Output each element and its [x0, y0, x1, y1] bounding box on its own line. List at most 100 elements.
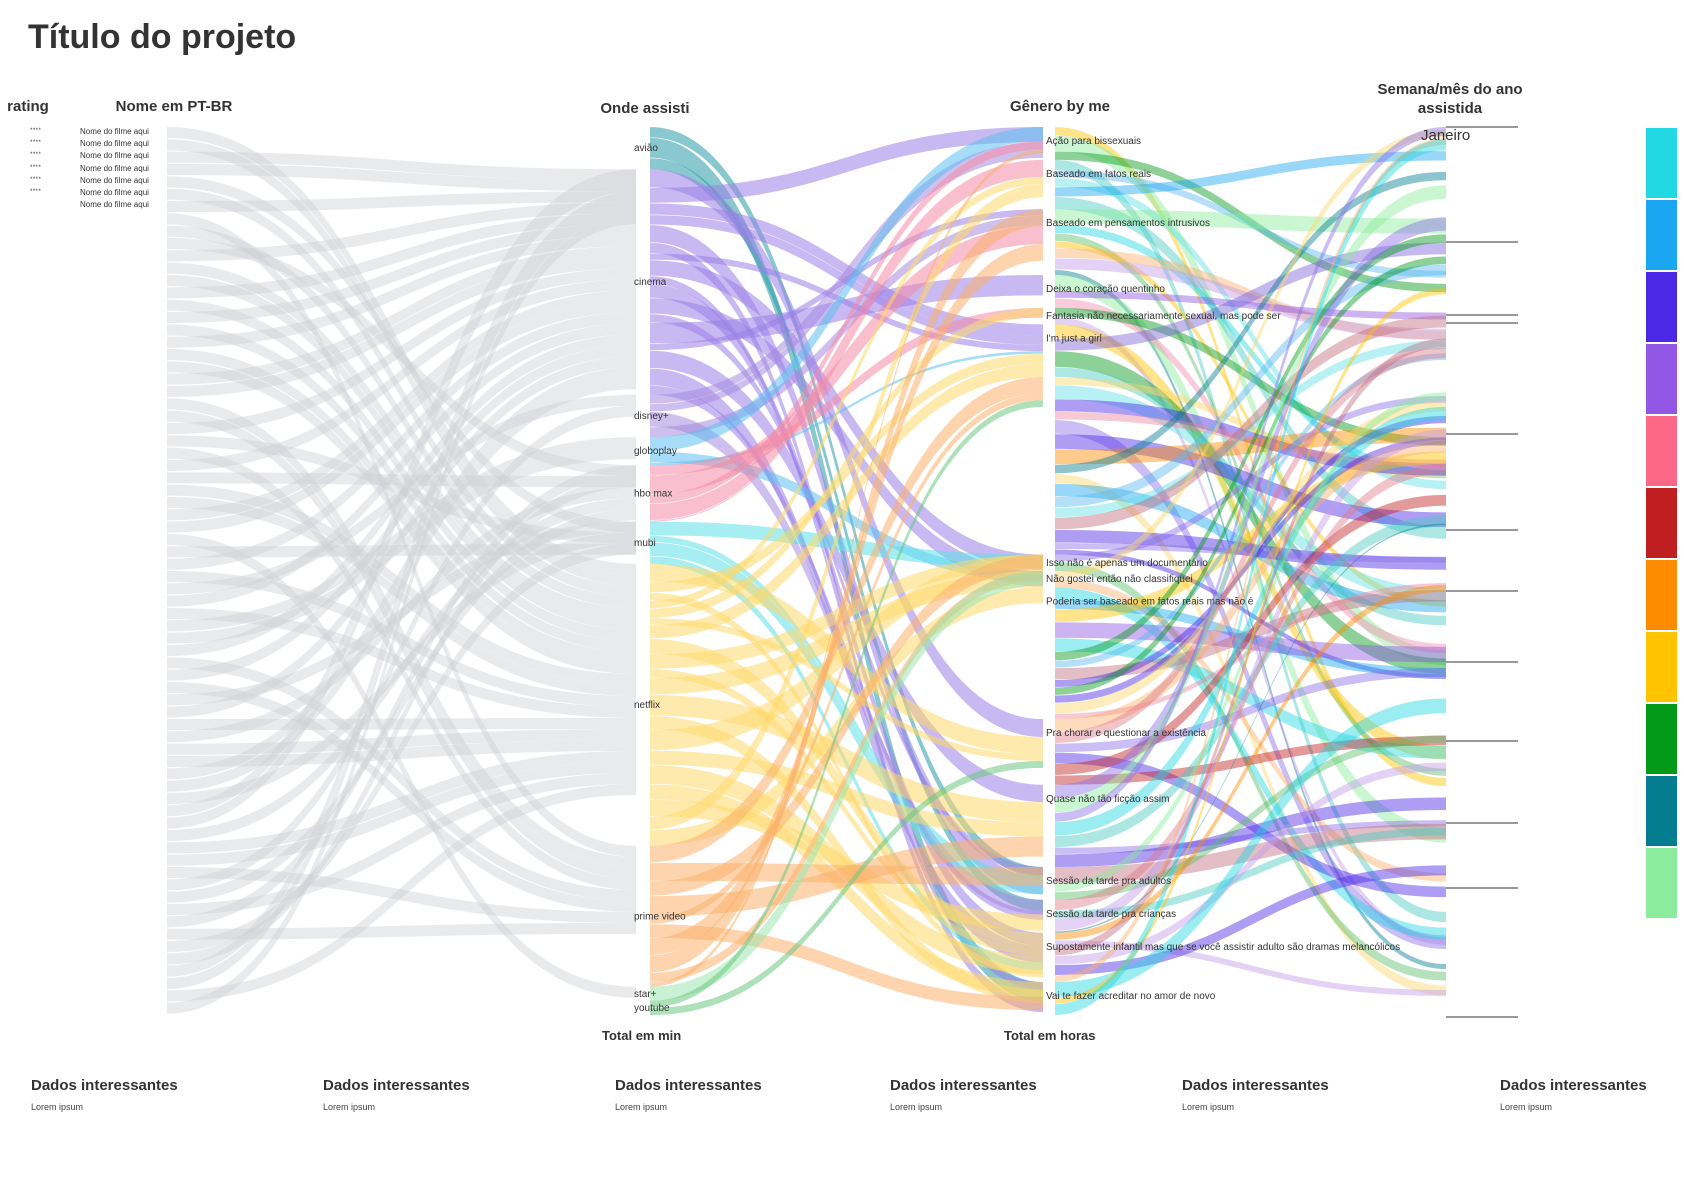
genre-column-header: Gênero by me — [1009, 98, 1111, 115]
film-flow — [167, 484, 636, 685]
genre-flow — [1055, 434, 1446, 527]
film-flow — [167, 127, 636, 575]
genre-label[interactable]: Supostamente infantil mas que se você as… — [1046, 942, 1400, 953]
platform-label[interactable]: mubi — [634, 538, 656, 549]
legend-swatch — [1646, 344, 1677, 414]
genre-flow — [1055, 579, 1446, 882]
film-flow — [167, 225, 636, 608]
genre-flow — [1055, 367, 1446, 626]
genre-total-label: Total em horas — [1004, 1028, 1096, 1043]
film-flow — [167, 571, 636, 707]
film-name[interactable]: Nome do filme aqui — [80, 127, 149, 136]
platform-label[interactable]: globoplay — [634, 446, 677, 457]
film-flow — [167, 151, 636, 181]
film-rating: **** — [30, 189, 42, 195]
platform-flow — [650, 554, 1043, 896]
platform-label[interactable]: prime video — [634, 911, 686, 922]
film-flow — [167, 299, 636, 641]
platform-flow — [650, 351, 1043, 466]
genre-flow — [1055, 171, 1446, 474]
platform-label[interactable]: hbo max — [634, 488, 672, 499]
platform-label[interactable]: netflix — [634, 700, 660, 711]
platform-flow — [650, 571, 1043, 695]
genre-flow — [1055, 484, 1446, 613]
genre-flow — [1055, 307, 1446, 446]
film-flow — [167, 169, 636, 817]
legend-swatch — [1646, 848, 1677, 918]
footer-heading: Dados interessantes — [1500, 1077, 1647, 1094]
genre-label[interactable]: Não gostei então não classifiquei — [1046, 574, 1193, 585]
platform-flow — [650, 760, 1043, 1015]
genre-label[interactable]: Ação para bissexuais — [1046, 136, 1141, 147]
film-flow — [167, 657, 636, 901]
genre-flow — [1055, 638, 1446, 759]
platform-flow — [650, 150, 1043, 412]
genre-flow — [1055, 698, 1446, 997]
genre-label[interactable]: Deixa o coração quentinho — [1046, 284, 1165, 295]
film-flow — [167, 448, 636, 644]
genre-label[interactable]: Quase não tão ficção assim — [1046, 794, 1169, 805]
genre-label[interactable]: Pra chorar e questionar a existência — [1046, 728, 1207, 739]
genre-flow — [1055, 217, 1446, 799]
genre-flow — [1055, 549, 1446, 680]
genre-flow — [1055, 940, 1446, 996]
sankey-nodes — [636, 127, 1055, 1015]
film-rating: **** — [30, 152, 42, 159]
film-name[interactable]: Nome do filme aqui — [80, 200, 149, 210]
film-flow — [167, 279, 636, 471]
film-flow — [167, 356, 636, 718]
genre-label[interactable]: Poderia ser baseado em fatos reais mas n… — [1046, 596, 1254, 607]
platform-flow — [650, 669, 1043, 956]
film-flow — [167, 312, 636, 570]
genre-label[interactable]: Vai te fazer acreditar no amor de novo — [1046, 991, 1216, 1002]
platform-flow — [650, 400, 1043, 1008]
film-flow — [167, 497, 636, 696]
genre-flow — [1055, 392, 1446, 892]
genre-flow — [1055, 139, 1446, 1016]
film-flow — [167, 164, 636, 192]
genre-flow — [1055, 752, 1446, 898]
film-flow — [167, 498, 636, 841]
genre-flow — [1055, 138, 1446, 983]
footer-heading: Dados interessantes — [31, 1077, 178, 1094]
platform-label[interactable]: youtube — [634, 1003, 670, 1014]
film-flow — [167, 290, 636, 521]
genre-flow — [1055, 762, 1446, 965]
film-name[interactable]: Nome do filme aqui — [80, 151, 149, 161]
genre-label[interactable]: I'm just a girl — [1046, 333, 1102, 344]
genre-label[interactable]: Baseado em pensamentos intrusivos — [1046, 218, 1210, 229]
film-flow — [167, 543, 636, 558]
genre-flow — [1055, 406, 1446, 836]
film-flow — [167, 301, 636, 533]
genre-label[interactable]: Sessão da tarde pra crianças — [1046, 909, 1176, 920]
platform-label[interactable]: star+ — [634, 989, 657, 1000]
film-name[interactable]: Nome do filme aqui — [80, 175, 149, 185]
genre-label[interactable]: Sessão da tarde pra adultos — [1046, 876, 1171, 887]
platform-label[interactable]: disney+ — [634, 411, 669, 422]
film-flow — [167, 378, 636, 792]
film-flow — [167, 410, 636, 879]
platform-label[interactable]: cinema — [634, 277, 667, 288]
film-rating: **** — [30, 140, 42, 147]
platform-label[interactable]: avião — [634, 143, 658, 154]
platform-column-header: Onde assisti — [600, 100, 690, 117]
film-flow — [167, 262, 636, 619]
platform-flow — [650, 176, 1043, 609]
footer-heading: Dados interessantes — [615, 1077, 762, 1094]
film-name[interactable]: Nome do filme aqui — [80, 163, 149, 173]
genre-flow — [1055, 135, 1446, 666]
film-flow — [167, 323, 636, 607]
film-name[interactable]: Nome do filme aqui — [80, 188, 149, 197]
film-flow — [167, 188, 636, 597]
film-flow — [167, 398, 636, 868]
genre-label[interactable]: Baseado em fatos reais — [1046, 169, 1151, 180]
film-flow — [167, 191, 636, 212]
genre-flow — [1055, 224, 1446, 479]
genre-flow — [1055, 385, 1446, 602]
genre-label[interactable]: Fantasia não necessariamente sexual, mas… — [1046, 311, 1281, 322]
genre-flow — [1055, 395, 1446, 562]
genre-flow — [1055, 494, 1446, 775]
genre-label[interactable]: Isso não é apenas um documentário — [1046, 558, 1208, 569]
film-name[interactable]: Nome do filme aqui — [80, 139, 149, 149]
platform-flow — [650, 225, 1043, 895]
